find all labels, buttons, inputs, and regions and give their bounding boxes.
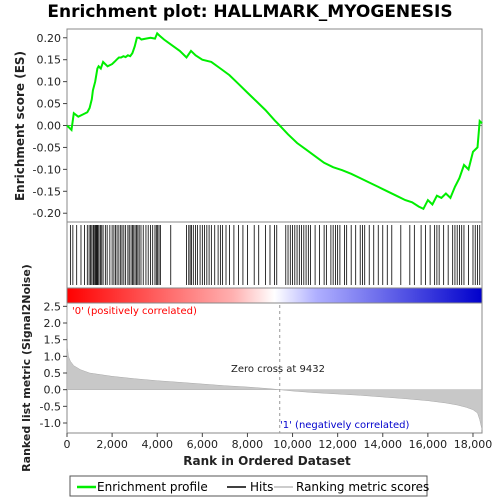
x-tick-label: 10,000 (273, 438, 312, 451)
metric-ytick-label: -0.5 (40, 400, 61, 413)
metric-ytick-label: 0.5 (44, 367, 62, 380)
es-ytick-label: 0.15 (37, 54, 62, 67)
es-ytick-label: -0.05 (33, 141, 61, 154)
es-ytick-label: 0.05 (37, 98, 62, 111)
zero-cross-label: Zero cross at 9432 (231, 364, 325, 375)
enrichment-profile-line (66, 31, 483, 211)
positive-label: '0' (positively correlated) (72, 306, 197, 317)
metric-ytick-label: 2.0 (44, 317, 62, 330)
legend-es-label: Enrichment profile (97, 480, 208, 494)
negative-label: '1' (negatively correlated) (280, 420, 409, 431)
metric-ytick-label: 1.5 (44, 334, 62, 347)
x-tick-label: 0 (64, 438, 71, 451)
es-y-ticks: 0.20 0.15 0.10 0.05 0.00 -0.05 -0.10 -0.15 -0.20 (33, 32, 67, 220)
x-axis-label: Rank in Ordered Dataset (183, 454, 351, 468)
x-tick-label: 4,000 (141, 438, 173, 451)
x-tick-label: 16,000 (409, 438, 448, 451)
metric-y-ticks: 2.5 2.0 1.5 1.0 0.5 0.0 -0.5 -1.0 (40, 300, 67, 430)
x-tick-label: 2,000 (96, 438, 128, 451)
chart-title: Enrichment plot: HALLMARK_MYOGENESIS (47, 2, 452, 22)
x-tick-label: 14,000 (364, 438, 403, 451)
metric-panel-frame (66, 302, 483, 434)
x-tick-label: 18,000 (454, 438, 493, 451)
legend-box (69, 475, 428, 497)
x-tick-label: 8,000 (232, 438, 264, 451)
legend-hits-label: Hits (250, 480, 273, 494)
metric-ytick-label: 0.0 (44, 384, 62, 397)
hit-marks (69, 225, 481, 285)
es-ytick-label: 0.00 (37, 120, 62, 133)
x-tick-label: 12,000 (318, 438, 357, 451)
es-ytick-label: -0.20 (33, 207, 61, 220)
x-tick-label: 6,000 (187, 438, 219, 451)
x-axis-ticks: 0 2,000 4,000 6,000 8,000 10,000 12,000 14,000 1… (64, 433, 493, 451)
es-ytick-label: -0.10 (33, 163, 61, 176)
es-ylabel: Enrichment score (ES) (13, 51, 27, 201)
metric-ytick-label: 1.0 (44, 350, 62, 363)
es-ytick-label: 0.20 (37, 32, 62, 45)
es-ytick-label: 0.10 (37, 76, 62, 89)
metric-ylabel: Ranked list metric (Signal2Noise) (20, 264, 33, 472)
metric-ytick-label: -1.0 (40, 417, 61, 430)
rank-gradient-bar (66, 287, 483, 304)
es-ytick-label: -0.15 (33, 185, 61, 198)
metric-ytick-label: 2.5 (44, 300, 62, 313)
legend-metric-label: Ranking metric scores (296, 480, 429, 494)
